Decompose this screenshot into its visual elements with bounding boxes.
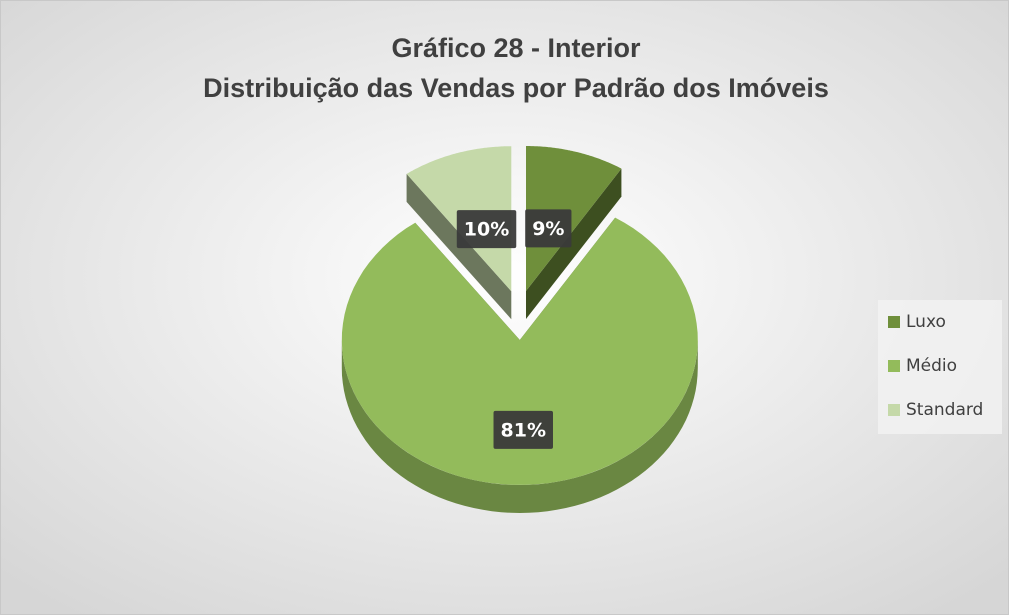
chart-title: Distribuição das Vendas por Padrão dos I… [203, 73, 829, 103]
data-label-box [525, 209, 572, 248]
data-label: 9% [532, 218, 564, 240]
data-label: 10% [464, 219, 509, 241]
data-label: 81% [501, 419, 546, 441]
slice-side [341, 340, 698, 513]
legend-swatch [888, 316, 900, 328]
legend-label: Standard [906, 400, 983, 420]
legend-label: Médio [906, 356, 957, 376]
legend-swatch [888, 360, 900, 372]
slice [526, 146, 622, 291]
slice-side [526, 168, 622, 319]
slice [341, 217, 698, 485]
legend-swatch [888, 404, 900, 416]
data-label-box [456, 210, 517, 249]
data-label-box [493, 410, 553, 449]
chart-title: Gráfico 28 - Interior [391, 33, 641, 63]
legend-label: Luxo [906, 312, 946, 332]
